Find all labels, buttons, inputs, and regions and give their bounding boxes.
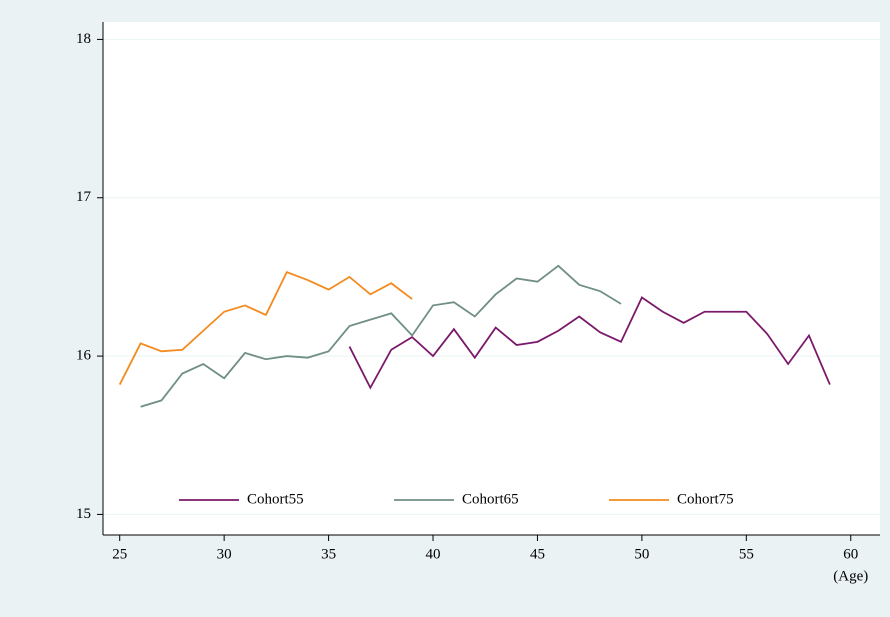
x-tick-label: 25 bbox=[112, 546, 127, 562]
y-tick-label: 15 bbox=[76, 506, 91, 522]
series-line bbox=[140, 264, 622, 408]
x-axis-label: (Age) bbox=[833, 568, 868, 584]
legend-label: Cohort55 bbox=[247, 491, 304, 507]
series-line bbox=[348, 296, 831, 390]
y-tick-label: 17 bbox=[76, 189, 92, 205]
plot-area bbox=[103, 22, 880, 535]
x-tick-label: 30 bbox=[217, 546, 232, 562]
x-tick-label: 45 bbox=[530, 546, 545, 562]
legend-label: Cohort75 bbox=[677, 491, 734, 507]
x-tick-label: 50 bbox=[634, 546, 649, 562]
legend-label: Cohort65 bbox=[462, 491, 519, 507]
x-tick-label: 55 bbox=[739, 546, 754, 562]
y-tick-label: 16 bbox=[76, 348, 92, 364]
x-tick-label: 35 bbox=[321, 546, 336, 562]
series-line bbox=[118, 271, 413, 385]
x-tick-label: 40 bbox=[426, 546, 441, 562]
x-tick-label: 60 bbox=[843, 546, 858, 562]
y-tick-label: 18 bbox=[76, 31, 91, 47]
